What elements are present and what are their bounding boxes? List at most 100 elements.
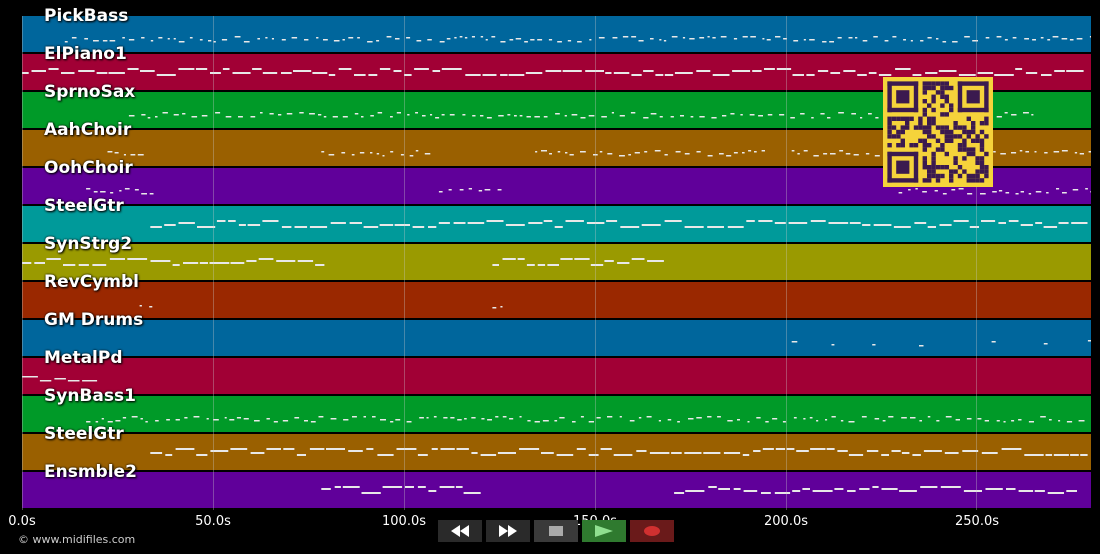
note-mark bbox=[942, 193, 947, 195]
note-mark bbox=[492, 307, 497, 309]
note-mark bbox=[791, 150, 795, 152]
stop-button[interactable] bbox=[534, 520, 578, 542]
note-mark bbox=[810, 448, 826, 450]
track-lane: RevCymbl bbox=[22, 272, 1091, 319]
note-mark bbox=[847, 490, 856, 492]
note-mark bbox=[680, 115, 684, 117]
note-mark bbox=[54, 378, 66, 380]
note-mark bbox=[250, 452, 265, 454]
note-mark bbox=[427, 39, 432, 41]
note-mark bbox=[542, 420, 549, 422]
note-mark bbox=[586, 222, 605, 224]
note-mark bbox=[823, 153, 828, 155]
note-mark bbox=[428, 226, 437, 228]
note-mark bbox=[294, 417, 300, 419]
note-mark bbox=[910, 40, 913, 42]
note-mark bbox=[671, 36, 678, 38]
note-mark bbox=[482, 74, 497, 76]
note-mark bbox=[868, 113, 872, 115]
note-mark bbox=[260, 112, 263, 114]
track-name: MetalPd bbox=[44, 348, 123, 368]
note-mark bbox=[548, 39, 553, 41]
rewind-button[interactable] bbox=[438, 520, 482, 542]
note-mark bbox=[1045, 454, 1053, 456]
note-mark bbox=[761, 492, 771, 494]
fast-forward-button[interactable] bbox=[486, 520, 530, 542]
note-mark bbox=[541, 452, 554, 454]
note-mark bbox=[382, 155, 385, 157]
note-mark bbox=[938, 70, 957, 72]
note-mark bbox=[508, 74, 525, 76]
note-mark bbox=[463, 492, 481, 494]
track-notes bbox=[22, 258, 664, 266]
note-mark bbox=[485, 39, 488, 41]
note-mark bbox=[707, 36, 710, 38]
note-mark bbox=[838, 112, 844, 114]
note-mark bbox=[543, 116, 548, 118]
note-mark bbox=[361, 116, 364, 118]
note-mark bbox=[980, 193, 986, 195]
note-mark bbox=[951, 189, 956, 191]
note-mark bbox=[338, 68, 352, 70]
note-mark bbox=[612, 37, 618, 39]
note-mark bbox=[985, 488, 1003, 490]
note-mark bbox=[100, 191, 106, 193]
note-mark bbox=[1085, 188, 1088, 190]
note-mark bbox=[737, 419, 740, 421]
record-button[interactable] bbox=[630, 520, 674, 542]
note-mark bbox=[312, 72, 328, 74]
note-mark bbox=[742, 36, 748, 38]
note-mark bbox=[617, 262, 630, 264]
note-mark bbox=[857, 74, 867, 76]
note-mark bbox=[478, 190, 483, 192]
note-mark bbox=[266, 448, 281, 450]
fast-forward-icon bbox=[499, 525, 517, 537]
note-mark bbox=[811, 117, 814, 119]
note-mark bbox=[370, 115, 374, 117]
note-mark bbox=[872, 344, 876, 346]
note-mark bbox=[585, 70, 604, 72]
note-mark bbox=[803, 150, 808, 152]
note-mark bbox=[309, 226, 328, 228]
note-mark bbox=[638, 417, 642, 419]
note-mark bbox=[1018, 419, 1022, 421]
track-name: GM Drums bbox=[44, 310, 144, 330]
note-mark bbox=[628, 154, 631, 156]
note-mark bbox=[139, 305, 142, 307]
note-mark bbox=[1066, 490, 1077, 492]
note-mark bbox=[246, 260, 257, 262]
note-mark bbox=[215, 112, 221, 114]
note-mark bbox=[438, 191, 443, 193]
note-mark bbox=[914, 222, 927, 224]
play-button[interactable] bbox=[582, 520, 626, 542]
note-mark bbox=[756, 417, 761, 419]
note-mark bbox=[281, 39, 286, 41]
note-mark bbox=[816, 420, 819, 422]
note-mark bbox=[1069, 39, 1074, 41]
note-mark bbox=[199, 262, 208, 264]
note-mark bbox=[377, 454, 394, 456]
note-mark bbox=[140, 70, 155, 72]
note-mark bbox=[281, 226, 292, 228]
note-mark bbox=[363, 416, 366, 418]
note-mark bbox=[758, 115, 763, 117]
note-mark bbox=[865, 153, 870, 155]
note-mark bbox=[726, 155, 732, 157]
note-mark bbox=[150, 452, 163, 454]
note-mark bbox=[492, 264, 499, 266]
note-mark bbox=[764, 68, 775, 70]
note-mark bbox=[599, 151, 603, 153]
note-mark bbox=[140, 418, 143, 420]
note-mark bbox=[467, 222, 485, 224]
note-mark bbox=[1053, 151, 1060, 153]
note-mark bbox=[156, 74, 176, 76]
note-mark bbox=[565, 152, 568, 154]
play-icon bbox=[595, 525, 613, 537]
note-mark bbox=[438, 222, 450, 224]
note-mark bbox=[517, 258, 525, 260]
note-mark bbox=[377, 112, 383, 114]
note-mark bbox=[448, 189, 452, 191]
note-mark bbox=[588, 454, 599, 456]
note-mark bbox=[396, 448, 417, 450]
note-mark bbox=[848, 421, 855, 423]
